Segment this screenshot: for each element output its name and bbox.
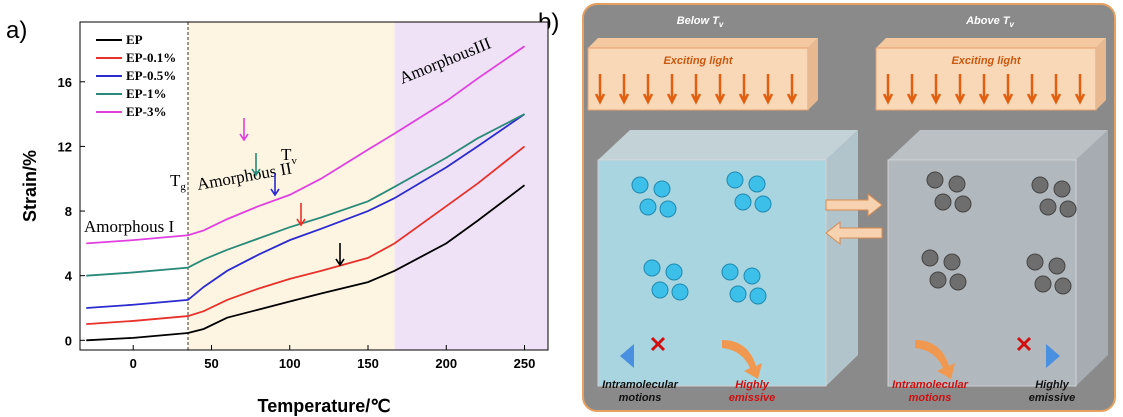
molecule bbox=[644, 260, 660, 276]
molecule bbox=[749, 176, 765, 192]
molecule bbox=[1054, 181, 1070, 197]
title-text: Below T bbox=[677, 15, 720, 27]
x-tick-label: 50 bbox=[204, 356, 218, 371]
legend-label: EP-3% bbox=[126, 104, 166, 119]
molecule bbox=[1060, 201, 1076, 217]
panel-label: a) bbox=[6, 17, 27, 44]
title-text: Above T bbox=[965, 15, 1011, 27]
molecule bbox=[1032, 177, 1048, 193]
x-tick-label: 100 bbox=[279, 356, 301, 371]
y-tick-label: 16 bbox=[58, 75, 72, 90]
molecule bbox=[660, 201, 676, 217]
y-tick-label: 12 bbox=[58, 139, 72, 154]
molecule bbox=[1040, 199, 1056, 215]
y-axis-label: Strain/% bbox=[20, 150, 40, 222]
annotation-text: T bbox=[281, 145, 292, 164]
y-tick-label: 4 bbox=[65, 269, 73, 284]
molecule bbox=[632, 177, 648, 193]
legend-label: EP-0.5% bbox=[126, 68, 176, 83]
y-tick-label: 8 bbox=[65, 204, 72, 219]
annotation: Tg bbox=[170, 171, 186, 193]
x-tick-label: 250 bbox=[514, 356, 536, 371]
light-label: Exciting light bbox=[951, 55, 1021, 67]
molecule bbox=[922, 250, 938, 266]
molecule bbox=[652, 282, 668, 298]
light-label: Exciting light bbox=[663, 55, 733, 67]
molecule bbox=[1055, 278, 1071, 294]
annotation-sub: g bbox=[180, 181, 186, 193]
label-line: Highly bbox=[1035, 379, 1069, 391]
molecule bbox=[1049, 258, 1065, 274]
molecule bbox=[722, 264, 738, 280]
label-line: motions bbox=[619, 392, 662, 404]
molecule bbox=[1027, 254, 1043, 270]
molecule bbox=[666, 264, 682, 280]
molecule bbox=[1035, 276, 1051, 292]
label-line: motions bbox=[909, 392, 952, 404]
label-line: emissive bbox=[1029, 392, 1075, 404]
annotation-sub: v bbox=[291, 155, 297, 167]
legend-label: EP-1% bbox=[126, 86, 166, 101]
annotation-text: T bbox=[170, 171, 181, 190]
molecule bbox=[930, 272, 946, 288]
molecule bbox=[949, 176, 965, 192]
chart: 0 50 100 150 200 250 0 4 8 12 16 EP EP-0.1% EP-0.5% EP… bbox=[20, 22, 548, 416]
title-sub: v bbox=[1009, 20, 1014, 29]
x-tick-label: 200 bbox=[435, 356, 457, 371]
label-line: Intramolecular bbox=[602, 379, 679, 391]
molecule bbox=[672, 284, 688, 300]
y-tick-label: 0 bbox=[65, 333, 72, 348]
molecule bbox=[935, 194, 951, 210]
annotation-text: Amorphous I bbox=[84, 217, 175, 236]
molecule bbox=[735, 194, 751, 210]
molecule bbox=[654, 181, 670, 197]
label-line: Highly bbox=[735, 379, 769, 391]
x-tick-label: 150 bbox=[357, 356, 379, 371]
molecule bbox=[744, 268, 760, 284]
molecule bbox=[755, 196, 771, 212]
state-title: Below Tv bbox=[677, 15, 724, 29]
molecule bbox=[944, 254, 960, 270]
title-sub: v bbox=[719, 20, 724, 29]
diagram: Below Tv Above Tv Exciting light Excitin… bbox=[583, 4, 1115, 411]
molecule bbox=[640, 199, 656, 215]
molecule bbox=[750, 288, 766, 304]
state-title: Above Tv bbox=[965, 15, 1014, 29]
x-tick-label: 0 bbox=[130, 356, 137, 371]
label-line: emissive bbox=[729, 392, 775, 404]
label-line: Intramolecular bbox=[892, 379, 969, 391]
molecule bbox=[727, 172, 743, 188]
legend-label: EP bbox=[126, 32, 143, 47]
annotation: Amorphous I bbox=[84, 217, 175, 236]
molecule bbox=[927, 172, 943, 188]
molecule bbox=[950, 274, 966, 290]
x-axis-label: Temperature/℃ bbox=[258, 396, 391, 416]
molecule bbox=[730, 286, 746, 302]
legend-label: EP-0.1% bbox=[126, 50, 176, 65]
molecule bbox=[955, 196, 971, 212]
figure: a) b) 0501001502002500481216EPEP-0.1%EP-… bbox=[0, 0, 1123, 417]
